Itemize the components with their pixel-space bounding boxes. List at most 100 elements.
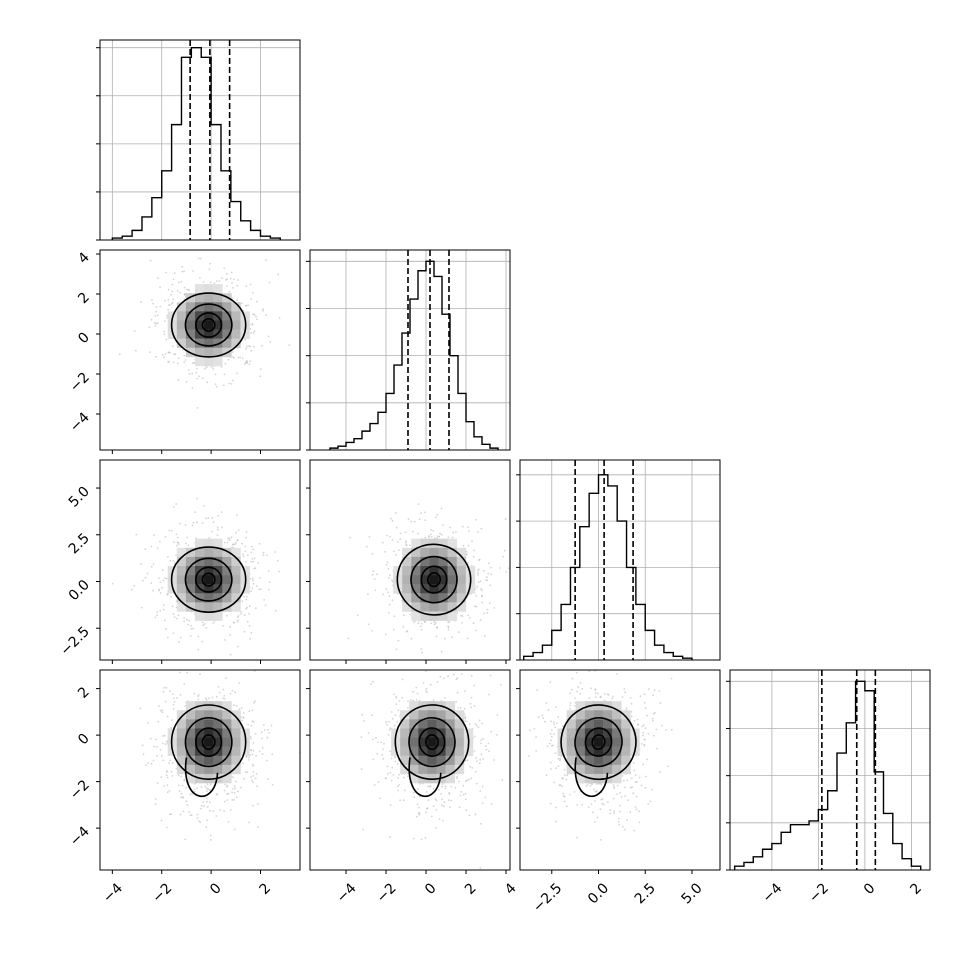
density-cell [436, 719, 446, 729]
scatter-point [177, 784, 180, 787]
density-cell [409, 710, 419, 720]
scatter-point [267, 335, 270, 338]
scatter-point [599, 839, 602, 841]
scatter-point [159, 749, 162, 751]
scatter-point [140, 301, 142, 304]
scatter-point [536, 689, 539, 692]
scatter-point [152, 302, 154, 305]
density-cell [612, 737, 622, 747]
scatter-point [183, 778, 186, 781]
scatter-point [417, 503, 420, 505]
density-cell [204, 746, 214, 757]
scatter-point [251, 779, 253, 782]
scatter-point [230, 536, 233, 538]
scatter-point [569, 793, 571, 796]
density-cell [411, 602, 421, 612]
density-cell [400, 710, 410, 720]
scatter-point [229, 277, 232, 280]
density-cell [176, 764, 187, 775]
pair-frame [99, 669, 301, 871]
scatter-point [227, 792, 230, 795]
scatter-point [228, 290, 231, 293]
scatter-point [466, 759, 469, 762]
density-cell [204, 611, 214, 621]
scatter-point [154, 616, 157, 619]
density-cell [603, 710, 613, 720]
scatter-point [420, 628, 423, 631]
scatter-point [624, 691, 626, 694]
scatter-point [424, 511, 426, 514]
density-cell [566, 710, 577, 720]
scatter-point [464, 720, 467, 723]
scatter-point [245, 285, 248, 287]
scatter-point [640, 784, 643, 787]
density-cell [195, 302, 205, 312]
scatter-point [410, 637, 413, 640]
scatter-point [268, 588, 270, 591]
y-tick-label-4-2: 0 [75, 731, 93, 749]
scatter-point [229, 809, 232, 811]
density-cell [185, 746, 196, 757]
scatter-point [156, 314, 159, 317]
scatter-point [223, 267, 226, 270]
scatter-point [223, 789, 226, 792]
scatter-point [150, 545, 153, 548]
scatter-point [559, 759, 561, 762]
scatter-point [204, 785, 207, 788]
scatter-point [574, 705, 576, 707]
scatter-point [164, 700, 167, 703]
density-cell [584, 764, 595, 775]
density-cell [213, 302, 223, 312]
scatter-point [436, 513, 439, 516]
scatter-point [382, 758, 385, 760]
density-cell [436, 737, 446, 747]
scatter-point [163, 687, 165, 689]
density-cell [445, 746, 456, 757]
density-cell [438, 547, 448, 558]
density-cell [222, 719, 232, 729]
density-cell [185, 547, 196, 558]
scatter-point [433, 537, 436, 539]
scatter-point [467, 614, 470, 617]
scatter-point [467, 561, 469, 564]
scatter-point [462, 793, 465, 796]
scatter-point [163, 356, 165, 358]
scatter-point [190, 628, 193, 630]
density-cell [418, 719, 428, 729]
pair-plot-area [118, 257, 291, 409]
scatter-point [173, 272, 176, 274]
scatter-point [209, 281, 212, 284]
scatter-point [261, 309, 264, 312]
scatter-point [212, 622, 215, 624]
scatter-point [258, 542, 261, 545]
scatter-point [385, 721, 387, 723]
scatter-point [186, 671, 188, 674]
scatter-point [557, 765, 560, 767]
scatter-point [246, 359, 248, 362]
contour-level-4 [560, 704, 637, 781]
density-cell [204, 719, 214, 729]
density-cell [593, 728, 604, 738]
density-cell [612, 755, 622, 766]
density-cell [447, 611, 458, 621]
scatter-point [267, 570, 270, 572]
scatter-point [564, 774, 566, 777]
scatter-point [226, 285, 228, 287]
scatter-point [571, 677, 574, 680]
scatter-point [595, 696, 597, 698]
scatter-point [456, 776, 458, 778]
scatter-point [590, 803, 593, 805]
y-tick-label-3-2: 2.5 [66, 530, 93, 557]
scatter-point [202, 281, 205, 283]
scatter-point [417, 787, 419, 790]
scatter-point [412, 837, 415, 840]
scatter-point [158, 589, 160, 592]
scatter-point [386, 534, 388, 537]
scatter-point [612, 797, 615, 800]
scatter-point [179, 636, 182, 639]
density-cell [231, 584, 241, 594]
scatter-point [174, 353, 177, 356]
scatter-point [246, 554, 249, 556]
scatter-point [427, 785, 429, 788]
scatter-point [230, 271, 233, 274]
